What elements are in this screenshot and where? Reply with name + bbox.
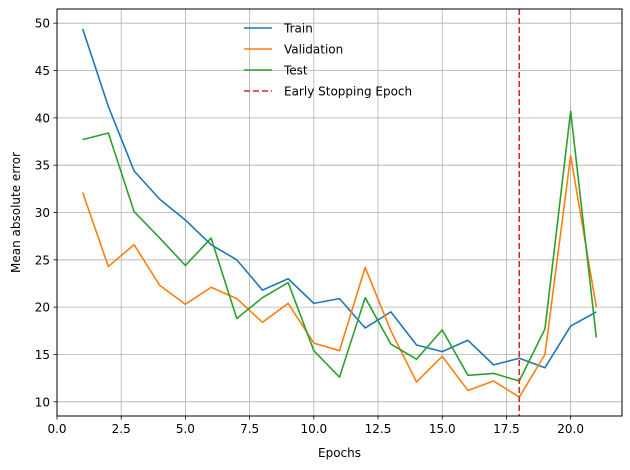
x-tick-label: 12.5 — [365, 422, 392, 436]
x-tick-label: 2.5 — [112, 422, 131, 436]
y-tick-label: 15 — [35, 348, 50, 362]
y-tick-label: 50 — [35, 17, 50, 31]
y-tick-label: 10 — [35, 395, 50, 409]
x-tick-label: 15.0 — [429, 422, 456, 436]
x-axis: 0.0 2.5 5.0 7.5 10.0 12.5 15.0 17.5 20.0 — [47, 416, 584, 436]
legend-label: Early Stopping Epoch — [284, 85, 412, 99]
y-tick-label: 30 — [35, 206, 50, 220]
series-layer — [81, 28, 598, 398]
legend-label: Train — [283, 22, 313, 36]
y-tick-label: 20 — [35, 301, 50, 315]
y-axis-title: Mean absolute error — [9, 152, 23, 273]
y-tick-label: 45 — [35, 64, 50, 78]
legend-label: Validation — [284, 43, 343, 57]
series-line-train — [81, 28, 597, 369]
x-axis-title: Epochs — [318, 446, 361, 460]
series-line-test — [82, 110, 598, 382]
y-tick-label: 40 — [35, 111, 50, 125]
legend: Train Validation Test Early Stopping Epoch — [244, 22, 412, 99]
x-tick-label: 10.0 — [300, 422, 327, 436]
legend-label: Test — [283, 64, 308, 78]
x-tick-label: 17.5 — [493, 422, 520, 436]
x-tick-label: 20.0 — [557, 422, 584, 436]
x-tick-label: 0.0 — [47, 422, 66, 436]
y-axis: 10 15 20 25 30 35 40 45 50 — [35, 17, 57, 409]
x-tick-label: 7.5 — [240, 422, 259, 436]
x-tick-label: 5.0 — [176, 422, 195, 436]
y-tick-label: 25 — [35, 253, 50, 267]
y-tick-label: 35 — [35, 159, 50, 173]
grid — [56, 9, 622, 416]
series-line-validation — [81, 154, 598, 398]
